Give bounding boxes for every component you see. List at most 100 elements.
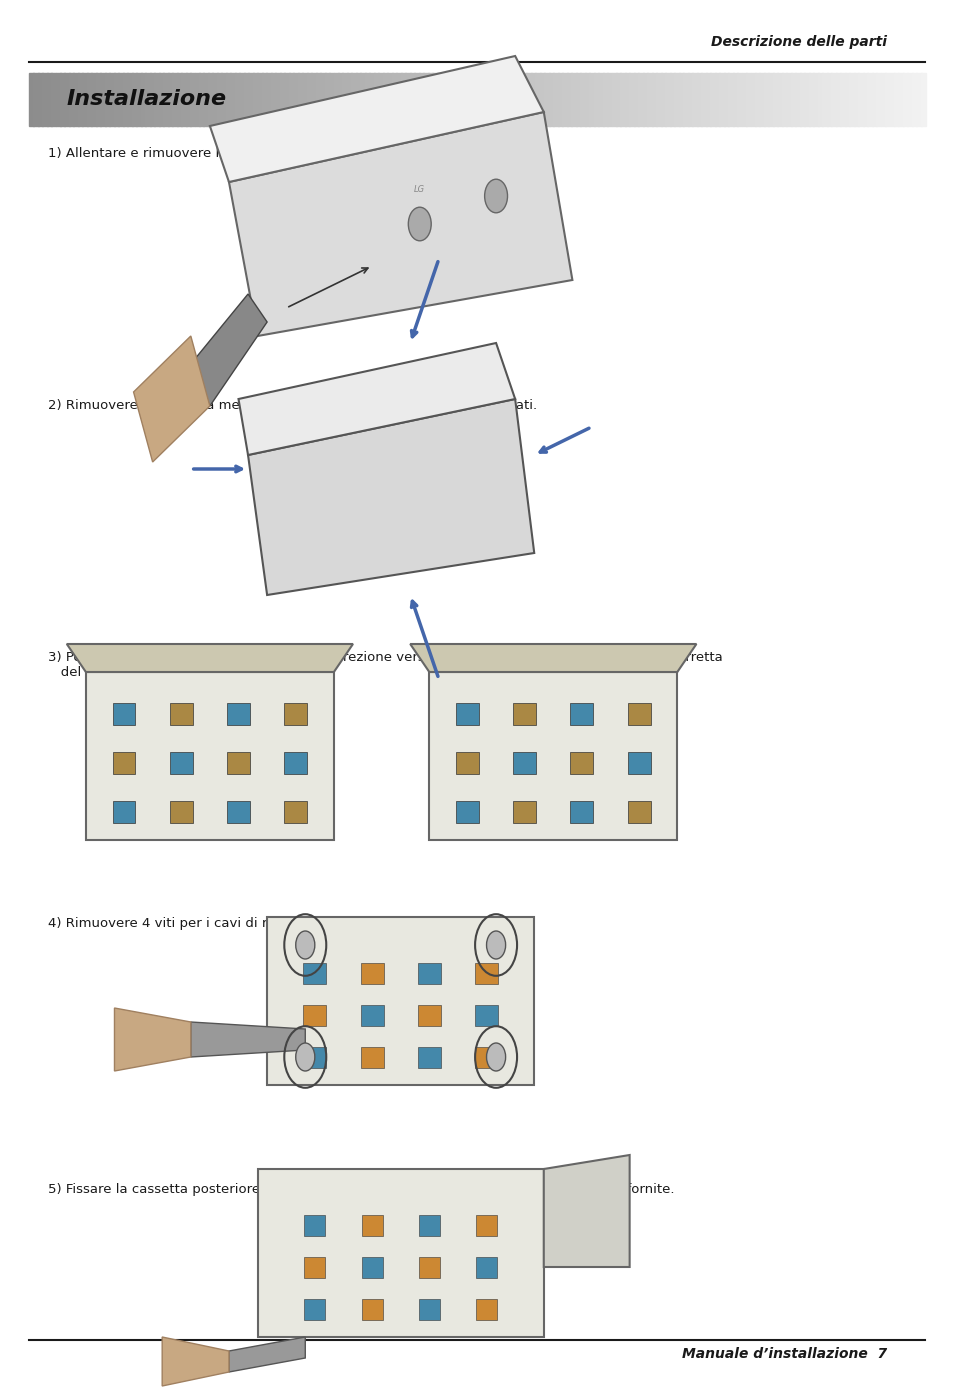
Bar: [871, 73, 876, 126]
Bar: [812, 73, 818, 126]
Polygon shape: [162, 1337, 229, 1386]
Bar: [355, 73, 361, 126]
Bar: [185, 73, 191, 126]
Bar: [418, 1257, 439, 1278]
Polygon shape: [114, 1008, 191, 1071]
Bar: [87, 73, 92, 126]
Bar: [227, 801, 250, 823]
Bar: [619, 73, 625, 126]
Bar: [257, 73, 262, 126]
Bar: [42, 73, 48, 126]
Bar: [78, 73, 83, 126]
Bar: [656, 73, 661, 126]
Bar: [29, 73, 34, 126]
Polygon shape: [191, 1022, 305, 1057]
Bar: [158, 73, 164, 126]
Bar: [722, 73, 728, 126]
Bar: [293, 73, 298, 126]
Bar: [337, 73, 343, 126]
Bar: [136, 73, 141, 126]
Bar: [521, 73, 527, 126]
Bar: [304, 1257, 325, 1278]
Bar: [382, 73, 388, 126]
Text: 3) Posizionare la cassetta posteriore nella direzione verso il connettore per un: 3) Posizionare la cassetta posteriore ne…: [48, 651, 721, 679]
Bar: [475, 1047, 497, 1068]
Bar: [123, 73, 128, 126]
Bar: [526, 73, 531, 126]
Bar: [112, 703, 135, 725]
Bar: [266, 73, 272, 126]
Bar: [719, 73, 724, 126]
Text: LG: LG: [414, 185, 425, 193]
Bar: [445, 73, 451, 126]
Bar: [875, 73, 881, 126]
Text: 5) Fissare la cassetta posteriore in posizione di installazione usando le viti d: 5) Fissare la cassetta posteriore in pos…: [48, 1183, 674, 1196]
Bar: [495, 73, 499, 126]
Bar: [499, 73, 504, 126]
Bar: [687, 73, 693, 126]
Bar: [664, 73, 670, 126]
Bar: [304, 1299, 325, 1320]
Bar: [843, 73, 849, 126]
Bar: [302, 73, 307, 126]
Bar: [468, 73, 473, 126]
Text: 2) Rimuovere la cassetta metallica anteriore premendo sui punti indicati.: 2) Rimuovere la cassetta metallica anter…: [48, 399, 537, 412]
Bar: [906, 73, 912, 126]
Bar: [593, 73, 598, 126]
Bar: [91, 73, 97, 126]
Bar: [902, 73, 907, 126]
Bar: [513, 801, 536, 823]
Bar: [261, 73, 267, 126]
Bar: [463, 73, 469, 126]
Bar: [33, 73, 38, 126]
Bar: [95, 73, 101, 126]
Bar: [73, 73, 79, 126]
Bar: [602, 73, 607, 126]
Bar: [862, 73, 867, 126]
Bar: [893, 73, 899, 126]
Bar: [418, 73, 424, 126]
Circle shape: [484, 179, 507, 213]
Bar: [476, 1215, 497, 1236]
Bar: [170, 752, 193, 774]
Bar: [678, 73, 683, 126]
Bar: [304, 1215, 325, 1236]
Bar: [203, 73, 209, 126]
Bar: [168, 73, 172, 126]
Bar: [598, 73, 603, 126]
Bar: [830, 73, 836, 126]
Bar: [740, 73, 746, 126]
Bar: [450, 73, 455, 126]
Bar: [674, 73, 679, 126]
Bar: [714, 73, 720, 126]
Polygon shape: [543, 1155, 629, 1267]
Bar: [508, 73, 514, 126]
Bar: [579, 73, 585, 126]
Bar: [513, 73, 517, 126]
Bar: [840, 73, 844, 126]
Bar: [360, 73, 366, 126]
Bar: [616, 73, 620, 126]
Bar: [785, 73, 791, 126]
Bar: [271, 73, 275, 126]
Bar: [638, 73, 643, 126]
Bar: [55, 73, 61, 126]
Bar: [417, 1047, 440, 1068]
Bar: [476, 1299, 497, 1320]
Bar: [777, 73, 782, 126]
Bar: [423, 73, 428, 126]
Bar: [627, 752, 650, 774]
Bar: [629, 73, 635, 126]
Bar: [866, 73, 872, 126]
Bar: [190, 73, 195, 126]
Bar: [669, 73, 675, 126]
Bar: [647, 73, 652, 126]
Bar: [633, 73, 639, 126]
Bar: [548, 73, 554, 126]
Bar: [170, 801, 193, 823]
Bar: [535, 73, 540, 126]
Polygon shape: [133, 336, 210, 462]
Bar: [503, 73, 509, 126]
Circle shape: [486, 1043, 505, 1071]
Polygon shape: [229, 112, 572, 336]
